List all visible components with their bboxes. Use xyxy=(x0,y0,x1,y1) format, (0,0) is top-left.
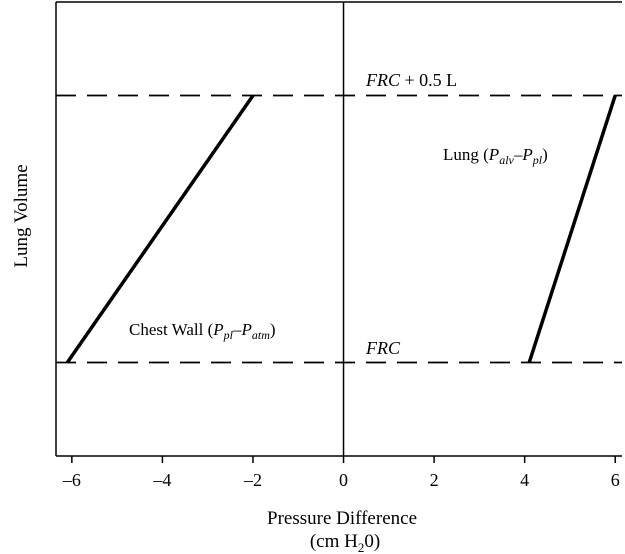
lung-label-dash: – xyxy=(513,145,523,164)
chest-label-prefix: Chest Wall ( xyxy=(129,320,214,339)
lung-label-p1-sub: alv xyxy=(499,153,514,167)
x-units-open: (cm H xyxy=(310,531,358,552)
frc-plus-label-rest: + 0.5 L xyxy=(400,70,457,90)
lung-label-prefix: Lung ( xyxy=(443,145,489,164)
chest-label-suffix: ) xyxy=(270,320,276,339)
frc-plus-label-italic: FRC xyxy=(365,70,401,90)
lung-series-label: Lung (Palv–Ppl) xyxy=(443,145,548,167)
x-tick-label: 0 xyxy=(339,470,348,490)
series-line-chest-wall xyxy=(65,94,255,364)
x-units-subscript: 2 xyxy=(358,540,365,554)
chest-label-dash: – xyxy=(232,320,242,339)
frc-label: FRC xyxy=(365,338,401,358)
x-tick-label: –4 xyxy=(152,470,171,490)
x-axis-units: (cm H20) xyxy=(310,531,380,554)
chest-label-p2-sub: atm xyxy=(252,328,270,342)
x-tick-label: –2 xyxy=(243,470,262,490)
frc-label-italic: FRC xyxy=(365,338,401,358)
series-lines xyxy=(65,94,617,364)
x-tick-label: 2 xyxy=(430,470,439,490)
lung-label-suffix: ) xyxy=(542,145,548,164)
chest-label-p2: P xyxy=(241,320,252,339)
x-axis-title: Pressure Difference xyxy=(267,508,417,529)
lung-label-p2-sub: pl xyxy=(532,153,543,167)
frc-plus-label: FRC + 0.5 L xyxy=(365,70,457,90)
series-line-lung xyxy=(527,94,617,364)
chest-label-p1-sub: pl xyxy=(223,328,234,342)
x-tick-label: 6 xyxy=(611,470,620,490)
x-tick-label: –6 xyxy=(62,470,81,490)
x-units-close: 0) xyxy=(364,531,380,552)
reference-lines xyxy=(56,94,622,364)
chest-label-p1: P xyxy=(212,320,223,339)
chest-wall-series-label: Chest Wall (Ppl–Patm) xyxy=(129,320,276,342)
x-ticks: –6 –4 –2 0 2 4 6 xyxy=(62,456,620,490)
x-tick-label: 4 xyxy=(520,470,529,490)
lung-label-p2: P xyxy=(521,145,532,164)
y-axis-title: Lung Volume xyxy=(11,164,32,267)
lung-label-p1: P xyxy=(488,145,499,164)
